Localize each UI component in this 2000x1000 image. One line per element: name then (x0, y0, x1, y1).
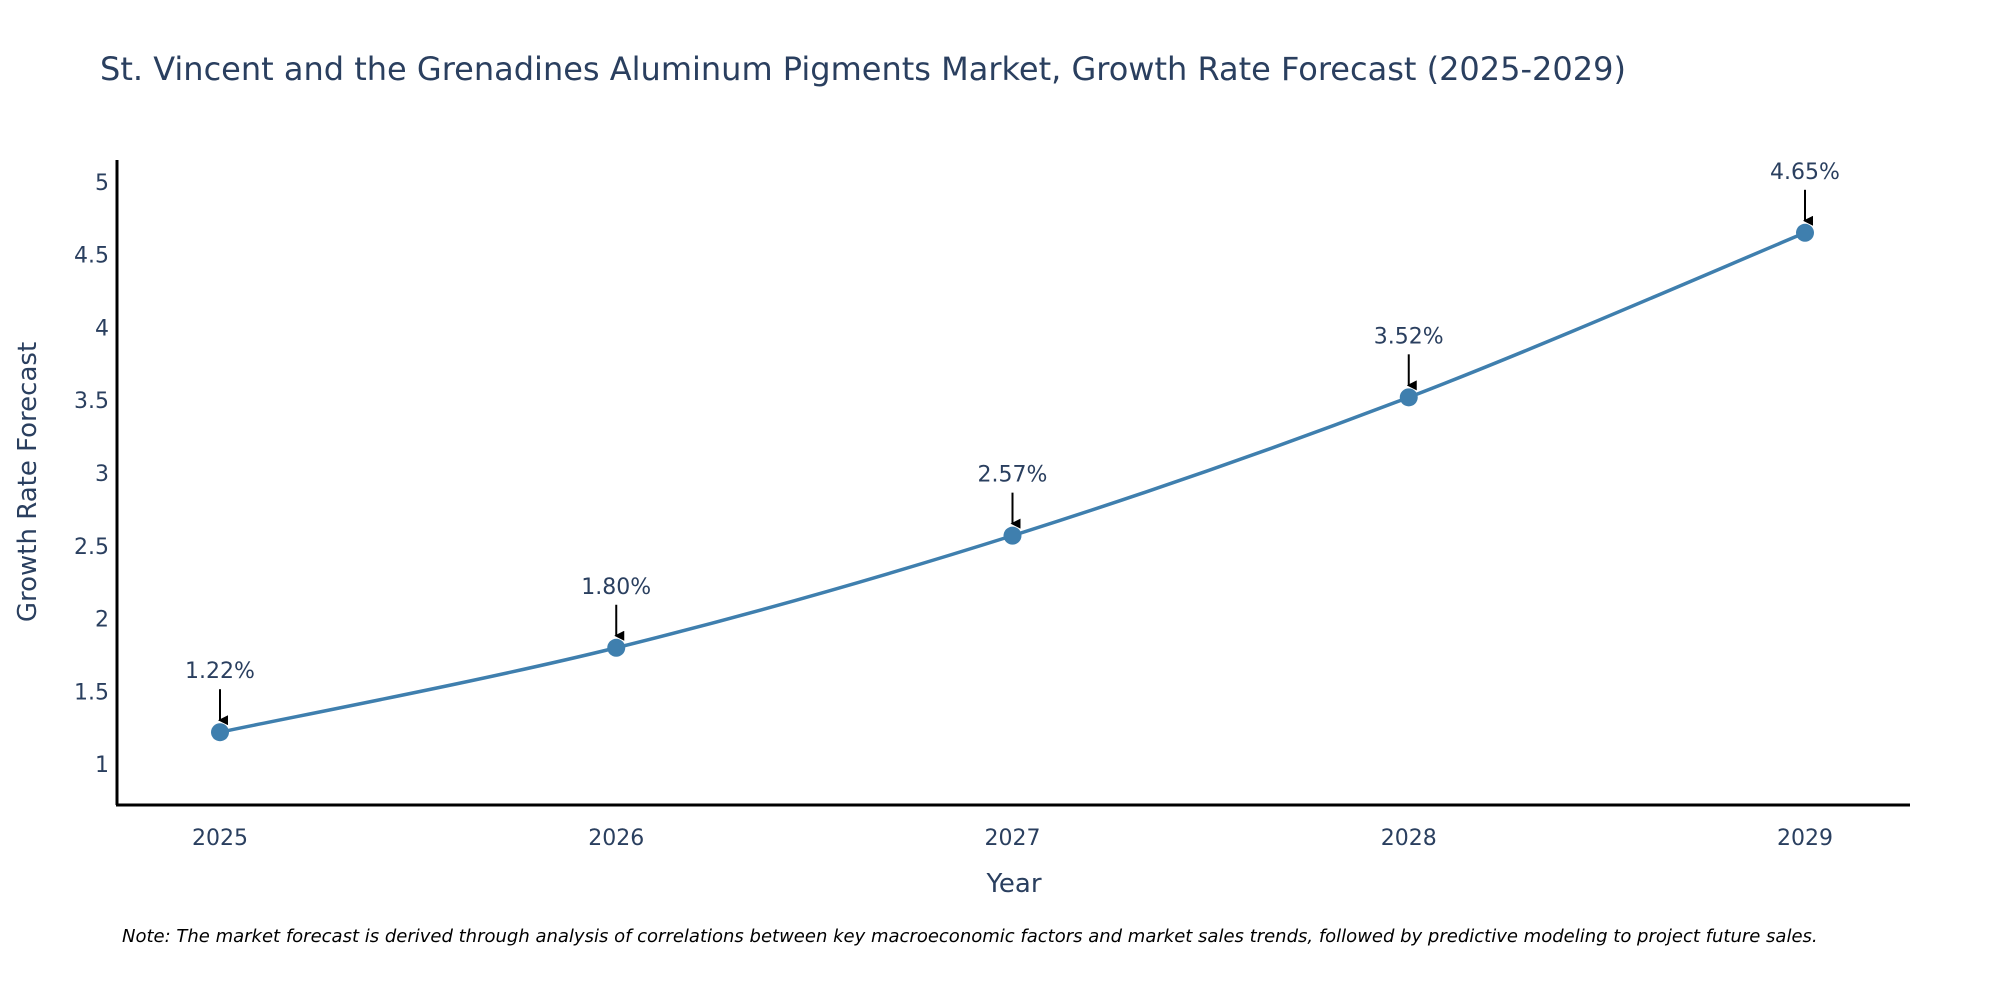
y-tick-label: 4 (95, 316, 109, 341)
data-label-annotations: 1.22% 1.80% 2.57% 3.52% 4.65% (185, 160, 1840, 726)
chart-note: Note: The market forecast is derived thr… (122, 926, 1818, 947)
data-label: 1.80% (581, 575, 651, 600)
y-tick-label: 1.5 (74, 680, 109, 705)
x-tick-label: 2027 (985, 826, 1041, 851)
data-point-marker (1796, 223, 1814, 242)
data-label: 4.65% (1770, 160, 1840, 185)
chart-title: St. Vincent and the Grenadines Aluminum … (100, 50, 1626, 88)
x-tick-label: 2026 (588, 826, 644, 851)
data-point-marker (1003, 526, 1022, 545)
data-point-marker (211, 723, 229, 742)
data-point-marker (1399, 388, 1418, 407)
x-axis-ticks: 2025 2026 2027 2028 2029 (192, 826, 1833, 851)
x-tick-label: 2029 (1777, 826, 1833, 851)
data-markers (211, 223, 1814, 742)
data-label: 1.22% (185, 659, 255, 684)
y-tick-label: 2.5 (74, 535, 109, 560)
data-label: 3.52% (1374, 324, 1444, 349)
y-tick-label: 4.5 (74, 244, 109, 269)
x-tick-label: 2025 (192, 826, 248, 851)
y-axis-ticks: 1 1.5 2 2.5 3 3.5 4 4.5 5 (74, 171, 109, 778)
y-axis-title: Growth Rate Forecast (13, 342, 43, 622)
data-point-marker (607, 638, 626, 657)
x-tick-label: 2028 (1381, 826, 1437, 851)
x-axis-title: Year (985, 869, 1041, 899)
y-tick-label: 5 (95, 171, 109, 196)
y-tick-label: 2 (95, 608, 109, 633)
y-tick-label: 1 (95, 753, 109, 778)
y-tick-label: 3 (95, 462, 109, 487)
data-label: 2.57% (978, 463, 1048, 488)
y-tick-label: 3.5 (74, 389, 109, 414)
